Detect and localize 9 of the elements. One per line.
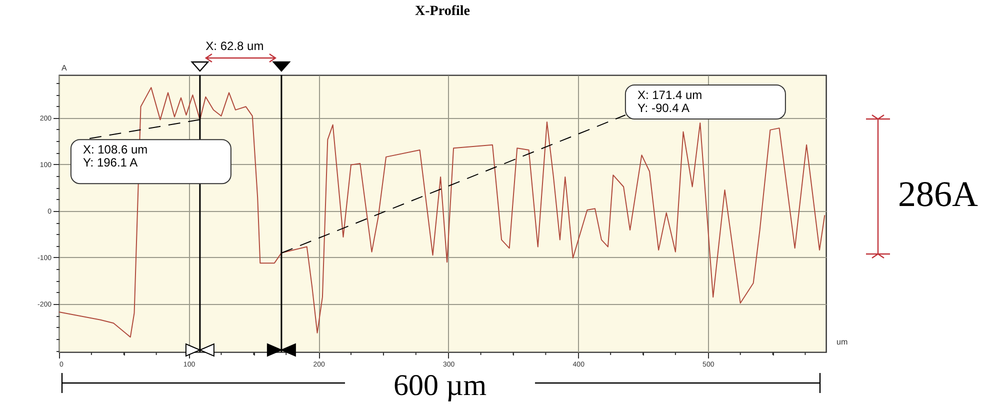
text: 600 µm xyxy=(393,369,487,402)
chart-title: X-Profile xyxy=(415,4,470,19)
line-series xyxy=(58,87,826,338)
text: 286A xyxy=(898,174,978,214)
x-axis-title: um xyxy=(836,338,848,346)
annotation: X: 108.6 um Y: 196.1 A xyxy=(82,142,148,170)
annotation: X: 171.4 um Y: -90.4 A xyxy=(637,88,702,116)
y-axis-title: A xyxy=(62,64,68,72)
text: X: 62.8 um xyxy=(206,39,264,53)
